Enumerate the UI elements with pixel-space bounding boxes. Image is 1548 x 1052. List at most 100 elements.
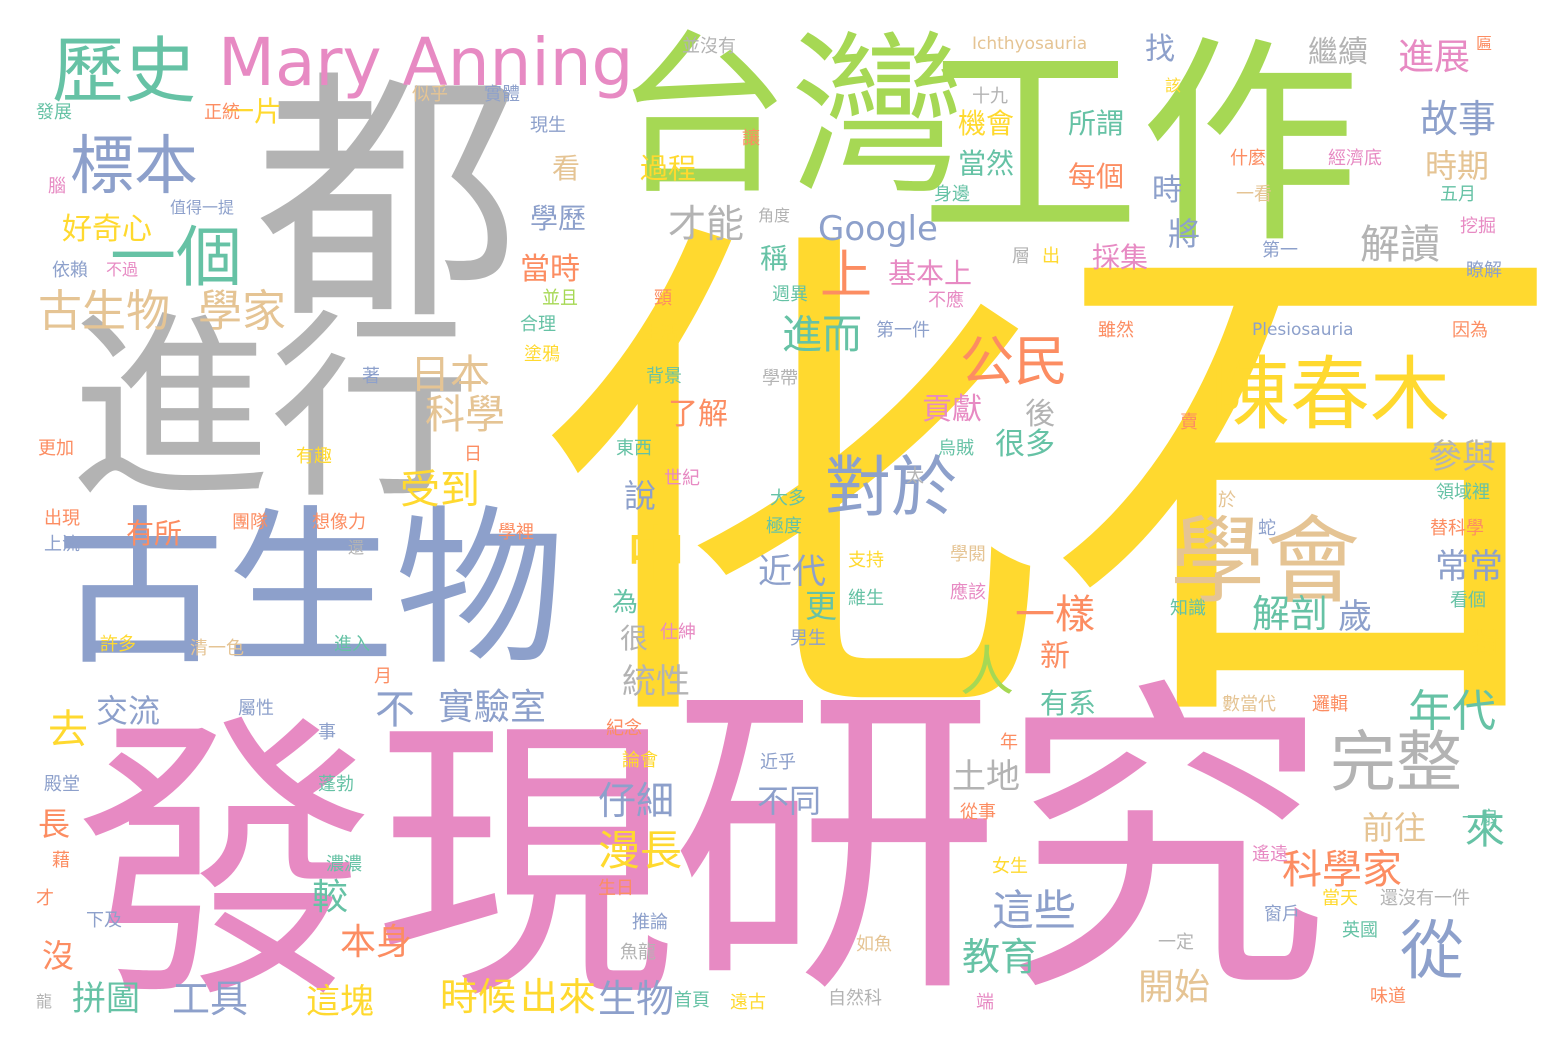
word-specimen: 標本 [70,130,198,204]
word-taiwan: 台灣 [615,16,965,219]
word-small-7: 值得一提 [170,198,235,217]
word-small-103: 該 [1165,76,1182,95]
word-small-28: 塗鴉 [524,344,560,365]
word-middle: 中 [626,520,686,590]
word-small-2: 實體 [484,84,520,105]
word-have: 有所 [126,517,183,550]
word-then: 當時 [520,252,580,287]
word-small-18: 什麼 [1230,148,1266,169]
word-small-43: 賣 [1180,412,1198,433]
word-small-53: 維生 [848,588,884,609]
word-small-101: 龍 [36,992,53,1011]
word-small-30: 週異 [772,284,808,305]
word-after: 後 [1025,397,1055,432]
word-small-20: 五月 [1440,184,1476,205]
word-small-97: 首頁 [674,990,710,1011]
word-small-14: 層 [1012,246,1030,267]
word-say: 說 [624,477,657,515]
word-education-background: 學歷 [530,202,587,235]
word-all: 都 [255,48,520,356]
word-small-92: 還沒有一件 [1380,888,1470,909]
word-not: 不 [375,687,415,733]
word-small-52: 支持 [848,550,884,571]
word-find: 找 [1145,32,1175,67]
word-of-course: 當然 [958,147,1015,180]
word-small-46: 團隊 [232,512,268,533]
word-small-36: 更加 [38,438,74,459]
word-small-11: 十九 [972,86,1008,107]
word-same: 一樣 [1015,592,1095,638]
word-small-23: 因為 [1452,320,1488,341]
word-often: 常常 [1435,547,1503,587]
word-small-33: 雖然 [1098,320,1134,341]
word-understand: 了解 [668,397,728,432]
word-time: 時候 [440,975,517,1019]
word-science: 科學 [425,392,505,438]
word-small-29: 背景 [646,366,682,387]
word-complete: 完整 [1330,724,1462,801]
word-small-0: 並沒有 [682,36,736,57]
word-small-25: 並且 [542,288,578,309]
word-small-27: 生活 [642,323,678,344]
word-small-93: 英國 [1342,920,1378,941]
word-small-63: 許多 [100,634,136,655]
word-small-86: 生日 [598,878,634,899]
word-small-102: 匾 [1476,34,1493,53]
word-curiosity: 好奇心 [62,212,152,247]
word-go: 去 [48,707,88,753]
word-basically: 基本上 [888,257,973,290]
word-age: 歲 [1338,597,1372,637]
word-small-55: 應該 [950,582,986,603]
word-small-64: 清一色 [190,638,244,659]
word-small-38: 日 [464,444,482,465]
word-systematic-2: 有系 [1040,687,1097,720]
word-small-98: 遠古 [730,992,766,1013]
word-small-10: 讓 [742,128,760,149]
word-one: 一個 [110,219,242,296]
word-new: 新 [1040,639,1070,674]
word-small-61: 替科學 [1430,518,1484,539]
word-society: 學會 [1170,507,1361,617]
word-small-17: 一看 [1236,184,1272,205]
word-small-77: 近乎 [760,752,796,773]
word-organism: 生物 [598,977,675,1021]
word-small-88: 女生 [992,856,1028,877]
word-small-58: 蛇 [1258,518,1276,539]
word-small-40: 世紀 [664,468,700,489]
word-small-59: 知識 [1170,598,1206,619]
word-will: 將 [1168,215,1201,253]
word-small-69: 事 [318,722,336,743]
word-small-21: 挖掘 [1460,216,1496,237]
word-from: 從 [1400,915,1464,989]
word-paleontology: 古生物 [55,491,566,689]
word-small-90: 窗戶 [1264,904,1300,925]
word-fossil: 化石 [530,182,1548,788]
word-google: Google [818,209,938,249]
word-discover: 發現 [75,690,675,1039]
word-participate: 參與 [1428,437,1496,477]
word-small-66: 仕紳 [660,622,696,643]
word-citizen: 公民 [960,330,1068,393]
word-receive: 受到 [400,467,480,513]
word-careful: 仔細 [598,779,675,823]
word-small-87: 推論 [632,912,668,933]
word-small-60: 領域裡 [1436,482,1490,503]
word-small-67: 月 [374,666,392,687]
word-small-72: 邏輯 [1312,694,1348,715]
word-small-76: 論會 [622,750,658,771]
word-for: 為 [612,588,639,618]
word-when: 時 [1152,173,1182,208]
word-more: 更 [805,587,838,625]
word-come: 來 [1465,807,1505,853]
word-small-4: 發展 [36,102,72,123]
word-small-94: 魚龍 [620,942,656,963]
word-scientist: 科學家 [1282,847,1402,893]
word-small-19: 經濟底 [1328,148,1382,169]
word-scholar: 學家 [198,286,286,337]
word-paleontology-2: 古生物 [38,286,170,337]
word-go-to: 前往 [1362,809,1427,847]
word-small-37: 有趣 [296,446,332,467]
word-none: 沒 [42,937,75,975]
word-correct: 對 [1470,627,1500,662]
